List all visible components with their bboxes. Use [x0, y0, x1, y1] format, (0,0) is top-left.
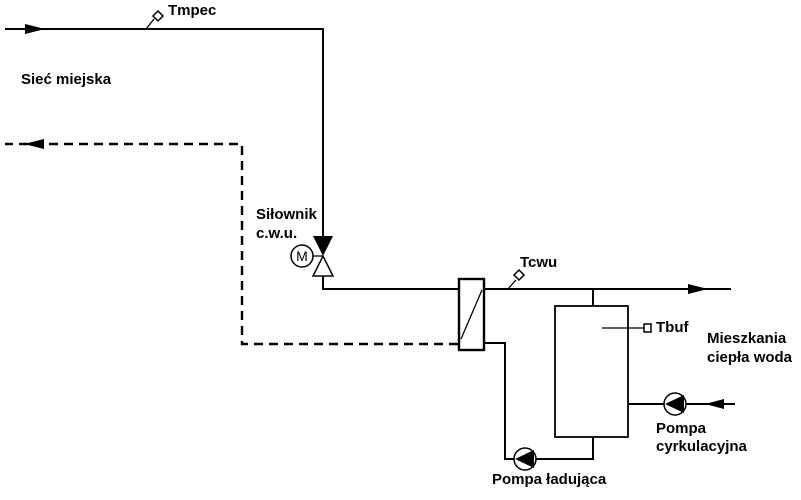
tmpec-sensor [146, 11, 163, 29]
tmpec-sensor-icon [153, 11, 163, 21]
return-flow-arrow [24, 139, 44, 149]
hot-water-flow-arrow [688, 284, 708, 294]
buffer-tank [555, 289, 651, 437]
supply-flow-arrow [25, 24, 45, 34]
motor-symbol: M [296, 248, 308, 264]
motor-actuator: M [291, 245, 313, 267]
charging-pump-label: Pompa ładująca [492, 471, 607, 488]
circulation-pump [664, 393, 686, 415]
valve-upper-triangle [313, 236, 333, 256]
tbuf-sensor-icon [644, 324, 651, 332]
control-valve [313, 236, 333, 276]
tbuf-label: Tbuf [656, 319, 689, 336]
primary-pipe [323, 276, 459, 289]
actuator-label-line1: Siłownik [256, 206, 318, 223]
circulation-pump-label-line1: Pompa [656, 420, 707, 437]
tcwu-sensor [508, 270, 524, 289]
charging-pump [514, 448, 536, 470]
valve-lower-triangle [313, 256, 333, 276]
supply-pipe [5, 24, 323, 236]
network-label: Sieć miejska [21, 71, 112, 88]
circulation-flow-arrow [705, 399, 724, 409]
hot-water-pipe [484, 284, 731, 294]
heat-exchanger [459, 279, 484, 350]
return-pipe [5, 139, 458, 344]
apartments-label-line2: ciepła woda [707, 349, 793, 366]
apartments-label-line1: Mieszkania [707, 330, 787, 347]
actuator-label-line2: c.w.u. [256, 225, 297, 242]
circulation-pump-label-line2: cyrkulacyjna [656, 438, 748, 455]
buffer-tank-body [555, 306, 628, 437]
tcwu-sensor-icon [514, 270, 524, 280]
tmpec-label: Tmpec [168, 2, 216, 19]
tcwu-label: Tcwu [520, 254, 557, 271]
